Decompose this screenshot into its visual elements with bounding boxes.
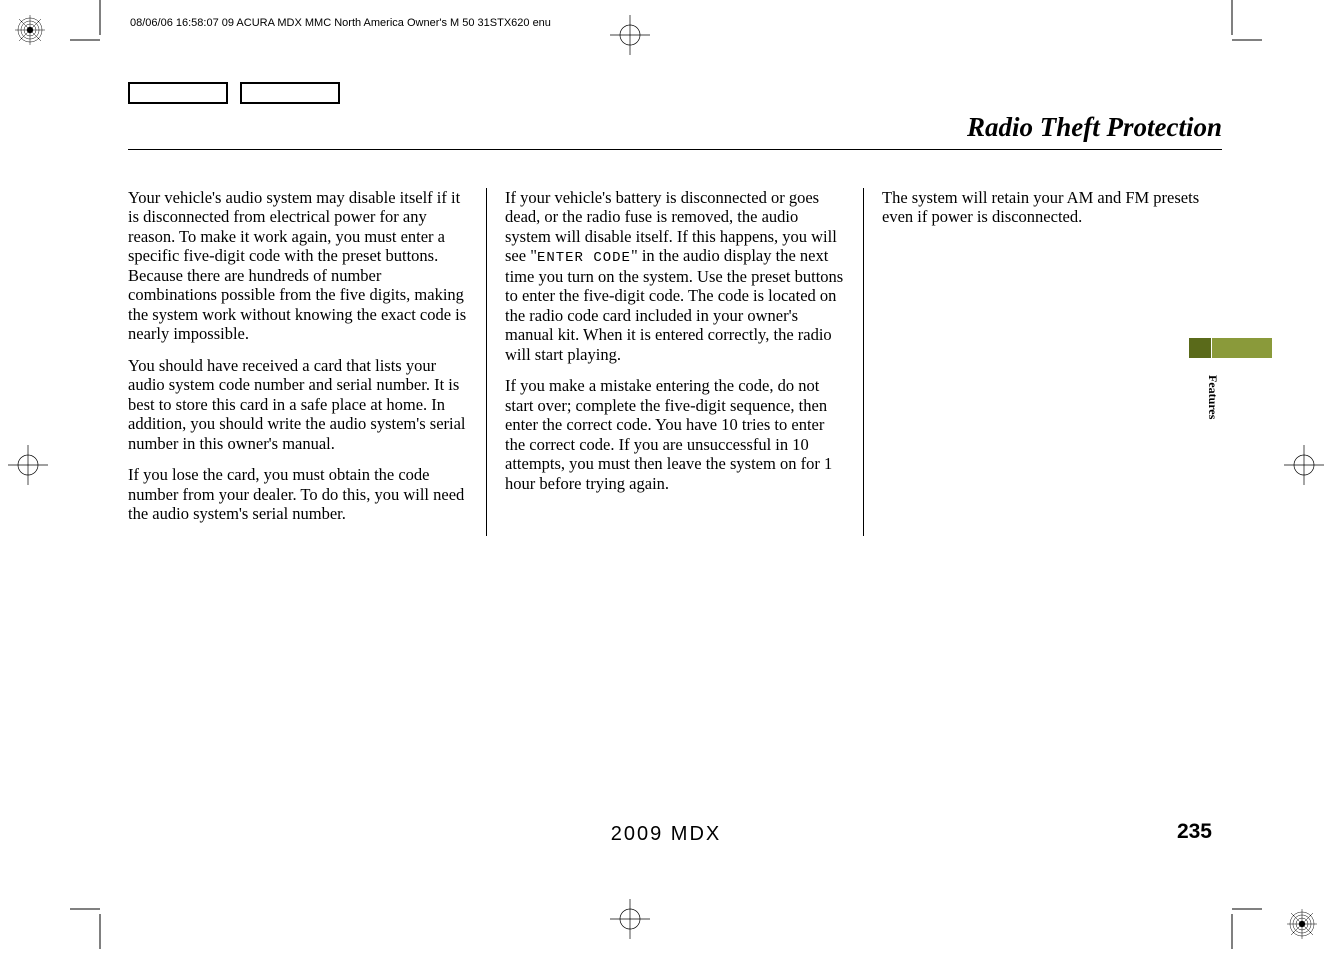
- column-2: If your vehicle's battery is disconnecte…: [487, 188, 864, 536]
- col1-p3: If you lose the card, you must obtain th…: [128, 465, 468, 523]
- col2-p2: If you make a mistake entering the code,…: [505, 376, 845, 493]
- registration-mark-tl: [15, 15, 45, 45]
- col2-p1: If your vehicle's battery is disconnecte…: [505, 188, 845, 364]
- crop-lines-bl: [70, 899, 110, 954]
- footer-model: 2009 MDX: [611, 823, 722, 846]
- registration-mark-br: [1287, 909, 1317, 939]
- cross-mark-right: [1284, 445, 1324, 485]
- crop-lines-tr: [1222, 0, 1262, 55]
- page-title: Radio Theft Protection: [128, 112, 1222, 150]
- text-columns: Your vehicle's audio system may disable …: [128, 188, 1222, 536]
- crop-lines-br: [1222, 899, 1262, 954]
- cross-mark-top: [610, 15, 650, 55]
- col1-p2: You should have received a card that lis…: [128, 356, 468, 453]
- top-placeholder-boxes: [128, 82, 1222, 104]
- col3-p1: The system will retain your AM and FM pr…: [882, 188, 1222, 227]
- section-label: Features: [1205, 375, 1220, 419]
- page-content: Radio Theft Protection Your vehicle's au…: [128, 82, 1222, 854]
- cross-mark-left: [8, 445, 48, 485]
- placeholder-box-2: [240, 82, 340, 104]
- placeholder-box-1: [128, 82, 228, 104]
- header-metadata: 08/06/06 16:58:07 09 ACURA MDX MMC North…: [130, 17, 551, 29]
- column-1: Your vehicle's audio system may disable …: [128, 188, 487, 536]
- page-number: 235: [1177, 820, 1212, 844]
- section-tab: [1212, 338, 1272, 358]
- crop-lines-tl: [70, 0, 110, 55]
- col1-p1: Your vehicle's audio system may disable …: [128, 188, 468, 344]
- section-tab-dark: [1189, 338, 1211, 358]
- enter-code-display: ENTER CODE: [537, 250, 631, 266]
- column-3: The system will retain your AM and FM pr…: [864, 188, 1222, 536]
- cross-mark-bottom: [610, 899, 650, 939]
